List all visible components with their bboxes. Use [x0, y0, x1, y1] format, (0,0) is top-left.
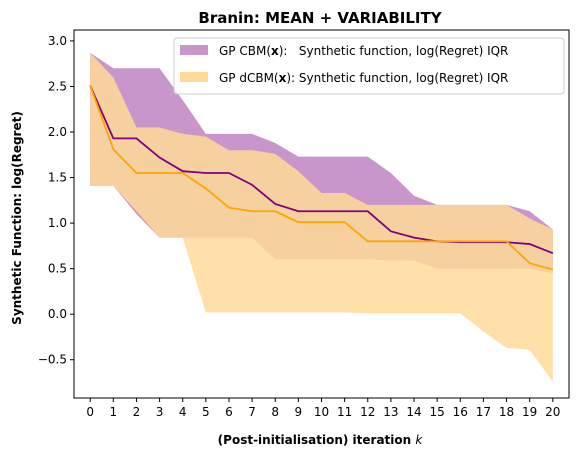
- y-tick-label: 0.5: [48, 262, 67, 276]
- y-tick-label: 1.0: [48, 216, 67, 230]
- x-tick-label: 16: [453, 405, 468, 419]
- legend-box: [173, 37, 565, 95]
- x-tick-label: 2: [133, 405, 141, 419]
- legend-label-dcbm: GP dCBM(x): Synthetic function, log(Regr…: [219, 71, 508, 85]
- x-tick-label: 7: [248, 405, 256, 419]
- y-tick-label: 2.5: [48, 79, 67, 93]
- x-tick-label: 14: [406, 405, 421, 419]
- y-tick-label: 0.0: [48, 307, 67, 321]
- x-tick-label: 12: [360, 405, 375, 419]
- legend: GP CBM(x): Synthetic function, log(Regre…: [173, 37, 565, 95]
- y-axis-label: Synthetic Function: log(Regret): [10, 111, 24, 325]
- y-tick-label: 1.5: [48, 171, 67, 185]
- plot-area: [89, 52, 554, 382]
- x-tick-label: 3: [156, 405, 164, 419]
- x-tick-label: 15: [430, 405, 445, 419]
- chart-title: Branin: MEAN + VARIABILITY: [198, 9, 442, 27]
- x-tick-label: 4: [179, 405, 187, 419]
- x-tick-label: 8: [271, 405, 279, 419]
- iqr-band-1: [90, 52, 553, 382]
- y-tick-label: 3.0: [48, 34, 67, 48]
- y-tick-label: −0.5: [38, 353, 67, 367]
- legend-swatch-dcbm: [180, 72, 208, 82]
- x-axis-label: (Post-initialisation) iteration k: [218, 433, 424, 447]
- x-tick-label: 0: [86, 405, 94, 419]
- x-tick-label: 18: [499, 405, 514, 419]
- x-tick-label: 9: [295, 405, 303, 419]
- x-tick-label: 17: [476, 405, 491, 419]
- x-tick-label: 6: [225, 405, 233, 419]
- legend-swatch-cbm: [180, 45, 208, 55]
- x-tick-label: 11: [337, 405, 352, 419]
- x-tick-label: 20: [545, 405, 560, 419]
- x-axis-ticks: 0 1 2 3 4 5 6 7 8 9 10 11 12 13 14 15 16 17 18 19 20: [86, 398, 560, 419]
- x-tick-label: 19: [522, 405, 537, 419]
- x-tick-label: 1: [110, 405, 118, 419]
- x-tick-label: 10: [314, 405, 329, 419]
- y-axis-ticks: −0.5 0.0 0.5 1.0 1.5 2.0 2.5 3.0: [38, 34, 74, 367]
- median-line-1: [89, 85, 554, 271]
- legend-label-cbm: GP CBM(x): Synthetic function, log(Regre…: [219, 44, 508, 58]
- median-line-0: [89, 85, 554, 255]
- median-lines: [89, 85, 554, 271]
- x-tick-label: 5: [202, 405, 210, 419]
- iqr-bands: [90, 52, 553, 382]
- y-tick-label: 2.0: [48, 125, 67, 139]
- x-tick-label: 13: [383, 405, 398, 419]
